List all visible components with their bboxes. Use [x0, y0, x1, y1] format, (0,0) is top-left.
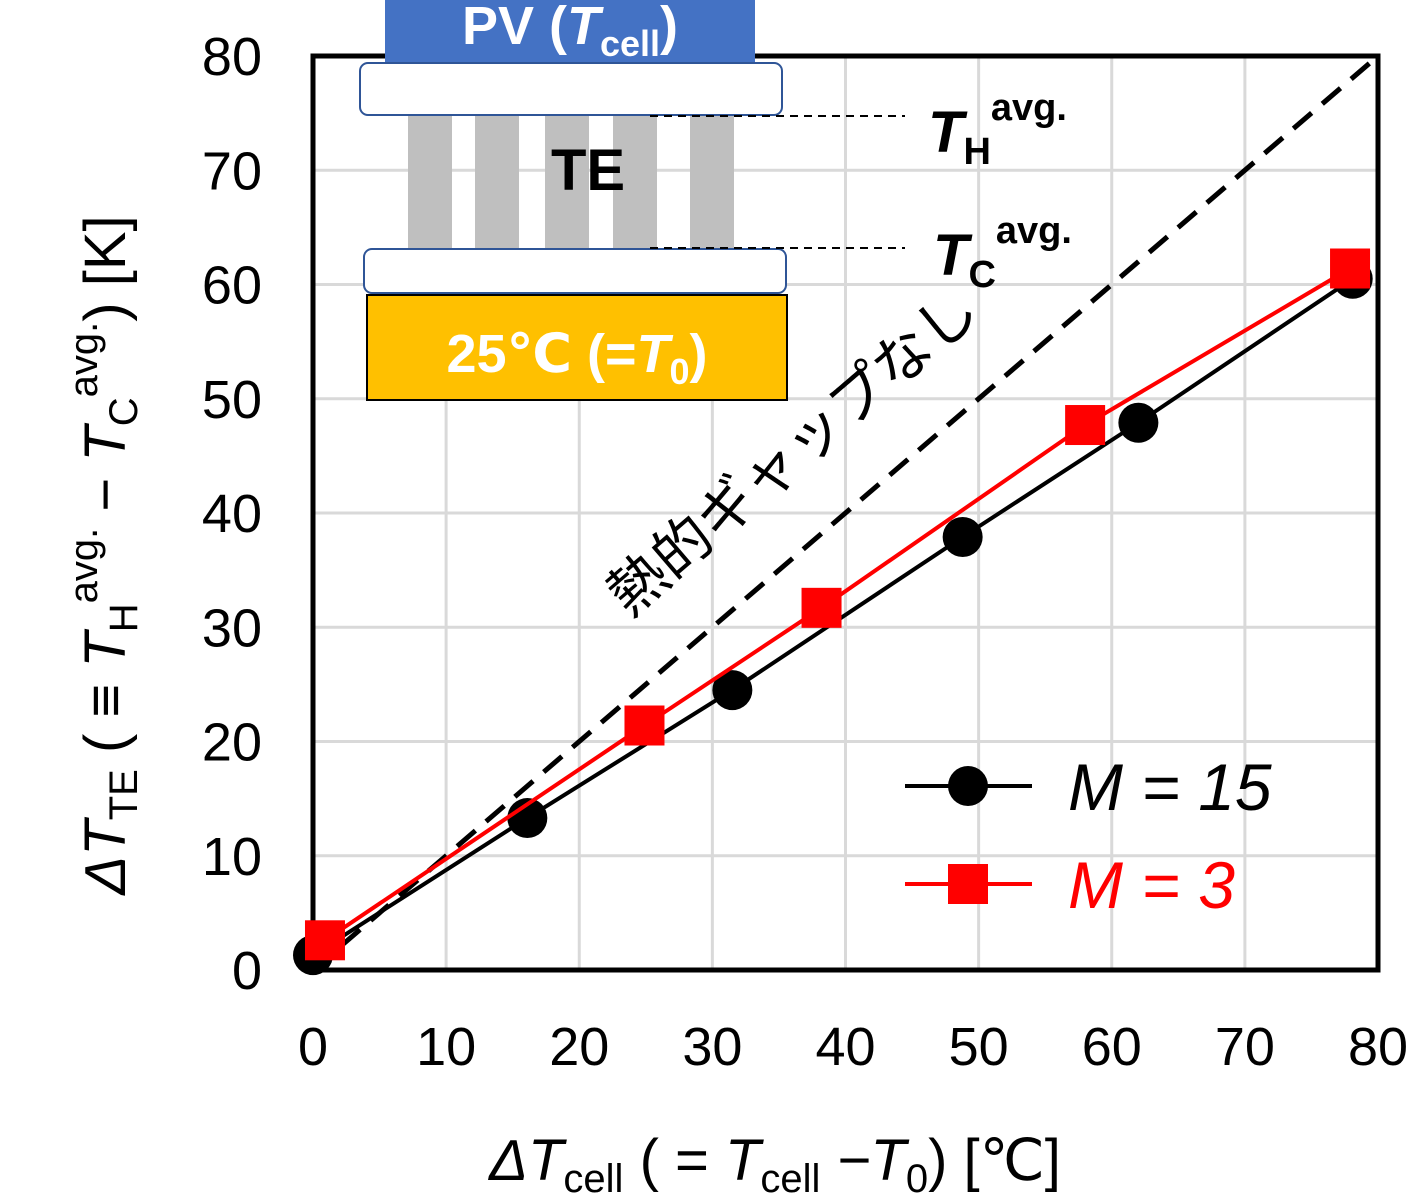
y-tick-label: 60 — [202, 256, 262, 316]
marker — [1330, 249, 1370, 289]
page: {"chart_data": { "type": "line", "x_labe… — [0, 0, 1407, 1197]
chart: 0102030405060708001020304050607080熱的ギャップ… — [0, 0, 1407, 1197]
y-tick-label: 0 — [232, 941, 262, 1001]
te-label: TE — [551, 138, 625, 203]
text-part: 0 — [906, 1157, 928, 1197]
te-leg — [475, 116, 519, 248]
text-part: avg. — [996, 210, 1072, 252]
text-part: C — [102, 397, 146, 426]
text-part: avg. — [62, 528, 106, 604]
th-label: THavg. — [928, 87, 1067, 173]
legend-label: M = 3 — [1068, 848, 1235, 922]
x-tick-label: 70 — [1215, 1017, 1275, 1077]
text-part: TE — [102, 769, 146, 820]
te-leg — [408, 116, 452, 248]
x-tick-label: 50 — [949, 1017, 1009, 1077]
y-tick-label: 10 — [202, 827, 262, 887]
y-axis-label: ΔTTE ( ≡ THavg. − TCavg.) [K] — [62, 215, 146, 896]
text-part: T — [73, 423, 138, 462]
text-part: H — [963, 131, 990, 173]
text-part: T — [636, 324, 673, 384]
text-part: ) — [690, 324, 708, 384]
y-tick-label: 30 — [202, 598, 262, 658]
text-part: cell — [760, 1157, 820, 1197]
text-part: PV ( — [462, 0, 567, 56]
base-label: 25℃ (=T0) — [447, 324, 708, 392]
y-tick-label: 50 — [202, 370, 262, 430]
text-part: T — [725, 1128, 764, 1193]
text-part: H — [102, 603, 146, 632]
text-part: ΔT — [487, 1128, 567, 1193]
text-part: 0 — [669, 351, 689, 392]
y-tick-label: 40 — [202, 484, 262, 544]
text-part: C — [968, 254, 995, 296]
marker — [1065, 405, 1105, 445]
x-axis-label: ΔTcell ( = Tcell −T0) [℃] — [487, 1128, 1061, 1197]
marker — [943, 517, 983, 557]
legend-label: M = 15 — [1068, 750, 1272, 824]
legend-marker — [948, 864, 988, 904]
x-tick-label: 20 — [549, 1017, 609, 1077]
x-tick-label: 60 — [1082, 1017, 1142, 1077]
x-tick-label: 10 — [416, 1017, 476, 1077]
cold-plate — [364, 249, 786, 293]
text-part: −T — [820, 1128, 909, 1193]
text-part: ) — [660, 0, 678, 56]
hot-plate — [360, 63, 782, 115]
x-tick-label: 30 — [682, 1017, 742, 1077]
text-part: − — [73, 462, 138, 528]
text-part: T — [73, 629, 138, 668]
y-tick-label: 80 — [202, 27, 262, 87]
y-tick-label: 70 — [202, 141, 262, 201]
marker — [305, 920, 345, 960]
text-part: ) [K] — [73, 215, 138, 321]
text-part: T — [933, 223, 973, 288]
legend-marker — [948, 766, 988, 806]
marker — [802, 588, 842, 628]
x-tick-label: 80 — [1348, 1017, 1407, 1077]
te-leg — [690, 116, 734, 248]
marker — [1118, 403, 1158, 443]
text-part: avg. — [62, 322, 106, 398]
marker — [624, 706, 664, 746]
x-tick-label: 40 — [815, 1017, 875, 1077]
text-part: 25℃ (= — [447, 324, 637, 384]
text-part: cell — [600, 23, 660, 64]
y-tick-label: 20 — [202, 713, 262, 773]
text-part: avg. — [991, 87, 1067, 129]
x-tick-label: 0 — [298, 1017, 328, 1077]
text-part: cell — [563, 1157, 623, 1197]
text-part: ( = — [623, 1128, 725, 1193]
text-part: ΔT — [73, 817, 138, 897]
text-part: T — [928, 100, 968, 165]
text-part: ) [℃] — [928, 1128, 1061, 1193]
text-part: ( ≡ — [73, 668, 138, 770]
text-part: T — [567, 0, 604, 56]
